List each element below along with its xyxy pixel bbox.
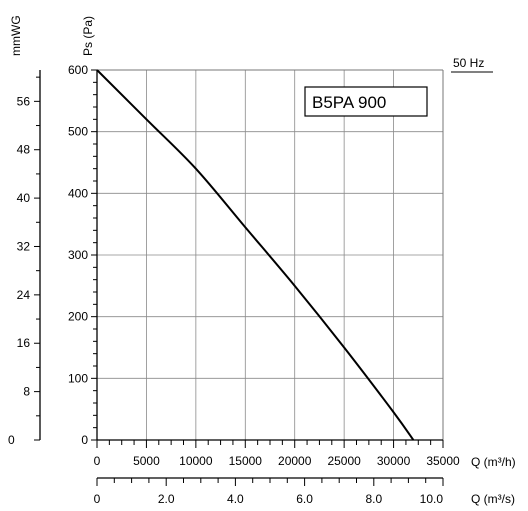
q-m3s-tick-label: 6.0 [296, 492, 313, 506]
x-axis-title-m3h: Q (m³/h) [471, 455, 516, 469]
ps-tick-label: 0 [81, 433, 88, 447]
mmwg-tick-label: 16 [17, 336, 31, 350]
frequency-label-group: 50 Hz [451, 56, 493, 73]
plot-frame [97, 69, 444, 440]
model-label: B5PA 900 [312, 93, 386, 112]
q-m3s-tick-label: 2.0 [158, 492, 175, 506]
q-m3h-tick-label: 10000 [179, 454, 213, 468]
q-m3s-tick-label: 4.0 [227, 492, 244, 506]
ps-tick-label: 300 [68, 248, 88, 262]
q-m3h-tick-label: 15000 [229, 454, 263, 468]
y-axis-title: Ps (Pa) [81, 16, 95, 56]
q-m3s-tick-label: 10.0 [420, 492, 444, 506]
q-m3s-tick-label: 8.0 [365, 492, 382, 506]
mmwg-tick-label: 48 [17, 143, 31, 157]
x-axis-title-m3s: Q (m³/s) [471, 492, 515, 506]
mmwg-tick-label: 0 [8, 433, 15, 447]
q-m3h-tick-label: 35000 [426, 454, 460, 468]
axes: 0 100 200 300 400 500 600 0 8 16 24 32 40 48 56 0 5000 10… [8, 63, 460, 506]
mmwg-tick-label: 24 [17, 288, 31, 302]
ps-tick-label: 400 [68, 186, 88, 200]
mmwg-tick-label: 32 [17, 239, 31, 253]
performance-curve-group [96, 69, 415, 441]
q-m3h-tick-label: 20000 [278, 454, 312, 468]
q-m3s-tick-label: 0 [94, 492, 101, 506]
ps-tick-label: 100 [68, 371, 88, 385]
q-m3h-tick-label: 5000 [133, 454, 160, 468]
mmwg-tick-label: 8 [23, 385, 30, 399]
q-m3h-tick-label: 25000 [327, 454, 361, 468]
mmwg-tick-label: 56 [17, 94, 31, 108]
ps-tick-label: 500 [68, 125, 88, 139]
performance-curve [96, 69, 415, 441]
mmwg-tick-label: 40 [17, 191, 31, 205]
ps-tick-label: 200 [68, 310, 88, 324]
frequency-label: 50 Hz [453, 56, 484, 70]
q-m3h-tick-label: 30000 [377, 454, 411, 468]
model-label-box: B5PA 900 [304, 86, 428, 117]
q-m3h-tick-label: 0 [94, 454, 101, 468]
ps-tick-label: 600 [68, 63, 88, 77]
mmwg-axis-title: mmWG [9, 15, 23, 56]
